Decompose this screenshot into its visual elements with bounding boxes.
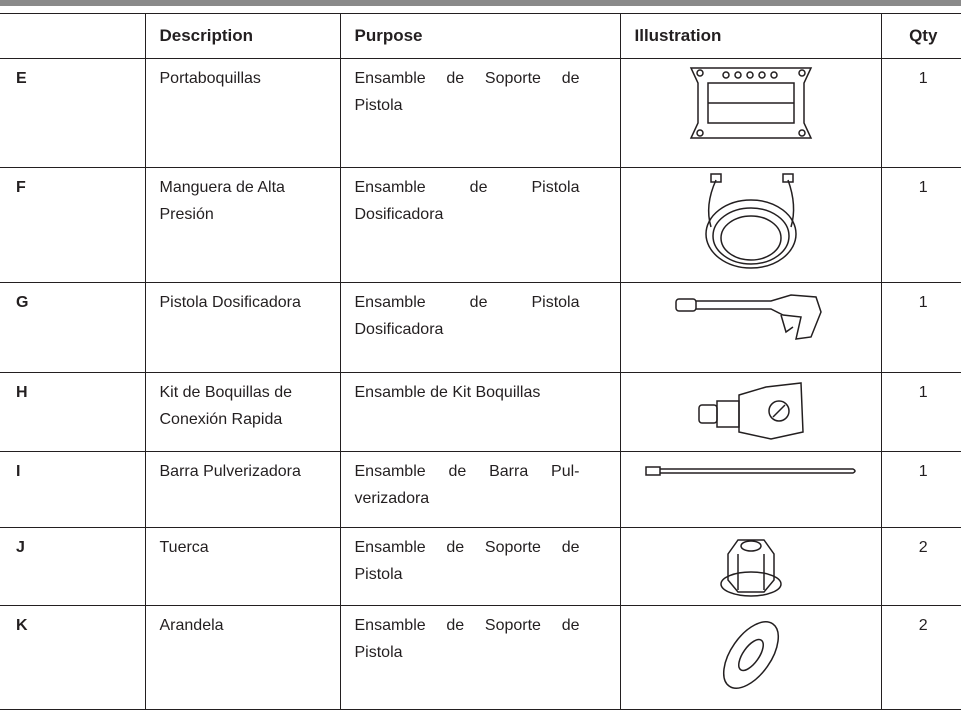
illustration-shape [719, 215, 782, 261]
parts-table: Description Purpose Illustration Qty E Po… [0, 13, 961, 710]
row: I Barra Pulverizadora Ensamble de Barra Pu… [0, 451, 961, 528]
illustration-shape [644, 466, 661, 476]
illustration-shape [733, 71, 742, 79]
illustration-shape [739, 540, 762, 552]
illustration-shape [797, 129, 806, 137]
purpose: Ensamble de Pistola Dosificadora [339, 282, 621, 373]
purpose: Ensamble de Pistola Dosificadora [339, 167, 621, 283]
row: H Kit de Boquillas de Conexión Rapida Ensa… [0, 372, 961, 452]
header-cell [0, 13, 146, 59]
top-bar [0, 0, 961, 6]
header-cell: Purpose [339, 13, 621, 59]
illustration-shape [704, 173, 797, 269]
qty: 2 [880, 527, 961, 606]
illustration-shape [644, 466, 856, 476]
illustration-shape [719, 539, 782, 597]
description: Barra Pulverizadora [144, 451, 341, 528]
item-id: I [0, 451, 146, 528]
illustration [619, 527, 882, 606]
illustration-shape [737, 638, 764, 672]
qty: 1 [880, 372, 961, 452]
illustration-shape [745, 71, 754, 79]
purpose: Ensamble de Barra Pul-verizadora [339, 451, 621, 528]
illustration-shape [711, 207, 790, 265]
item-id: K [0, 605, 146, 710]
description: Pistola Dosificadora [144, 282, 341, 373]
row: J Tuerca Ensamble de Soporte de Pistola 2 [0, 527, 961, 606]
illustration-shape [695, 294, 822, 340]
qty: 2 [880, 605, 961, 710]
item-id: J [0, 527, 146, 606]
purpose: Ensamble de Soporte de Pistola [339, 58, 621, 168]
header-row: Description Purpose Illustration Qty [0, 13, 961, 59]
illustration-shape [674, 294, 822, 340]
illustration-shape [771, 404, 786, 418]
illustration-shape [695, 129, 704, 137]
row: F Manguera de Alta Presión Ensamble de Pis… [0, 167, 961, 283]
row: K Arandela Ensamble de Soporte de Pistola 2 [0, 605, 961, 710]
item-id: H [0, 372, 146, 452]
illustration-shape [695, 69, 704, 77]
item-id: F [0, 167, 146, 283]
illustration [619, 167, 882, 283]
illustration-shape [689, 67, 812, 139]
illustration-shape [719, 571, 782, 597]
illustration-shape [707, 179, 717, 228]
qty: 1 [880, 451, 961, 528]
illustration-shape [659, 468, 856, 474]
header-cell: Illustration [619, 13, 882, 59]
purpose: Ensamble de Kit Boquillas [339, 372, 621, 452]
description: Arandela [144, 605, 341, 710]
illustration-shape [721, 71, 730, 79]
illustration [619, 451, 882, 528]
description: Kit de Boquillas de Conexión Rapida [144, 372, 341, 452]
item-id: E [0, 58, 146, 168]
description: Portaboquillas [144, 58, 341, 168]
illustration-shape [769, 71, 778, 79]
illustration [619, 372, 882, 452]
illustration-shape [722, 621, 779, 689]
item-id: G [0, 282, 146, 373]
illustration-shape [779, 314, 793, 334]
illustration-shape [697, 382, 804, 440]
illustration-shape [737, 382, 804, 440]
illustration [619, 605, 882, 710]
illustration-shape [704, 199, 797, 269]
qty: 1 [880, 58, 961, 168]
illustration-shape [797, 69, 806, 77]
description: Tuerca [144, 527, 341, 606]
header-cell: Qty [880, 13, 961, 59]
illustration-shape [697, 404, 718, 424]
illustration-shape [786, 179, 794, 228]
purpose: Ensamble de Soporte de Pistola [339, 605, 621, 710]
description: Manguera de Alta Presión [144, 167, 341, 283]
row: E Portaboquillas Ensamble de Soporte de Pi… [0, 58, 961, 168]
illustration-shape [674, 298, 697, 312]
illustration-shape [715, 400, 740, 428]
qty: 1 [880, 282, 961, 373]
illustration-shape [726, 539, 775, 593]
row: G Pistola Dosificadora Ensamble de Pistola… [0, 282, 961, 373]
qty: 1 [880, 167, 961, 283]
illustration [619, 58, 882, 168]
purpose: Ensamble de Soporte de Pistola [339, 527, 621, 606]
illustration-shape [689, 67, 812, 139]
header-cell: Description [144, 13, 341, 59]
illustration-shape [722, 621, 779, 689]
illustration [619, 282, 882, 373]
illustration-shape [757, 71, 766, 79]
illustration-shape [767, 400, 790, 422]
illustration-shape [709, 173, 722, 183]
illustration-shape [781, 173, 794, 183]
